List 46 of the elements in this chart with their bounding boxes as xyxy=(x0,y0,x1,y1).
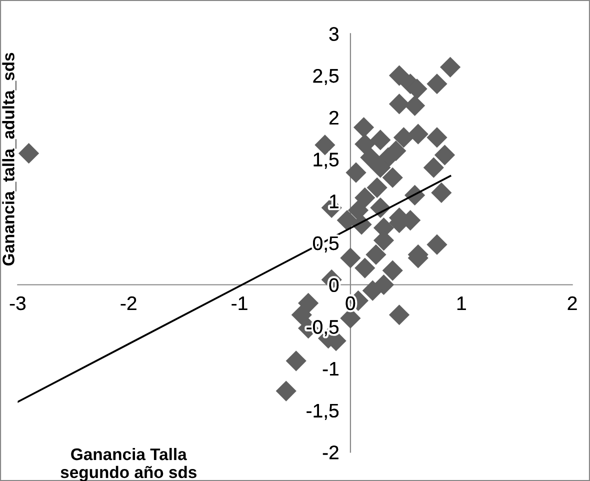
point xyxy=(354,134,376,154)
point xyxy=(18,143,40,164)
point xyxy=(298,292,319,314)
point xyxy=(276,380,296,402)
y-tick-label: 1,5 xyxy=(314,152,339,169)
point xyxy=(382,167,403,188)
point xyxy=(434,144,456,166)
point xyxy=(388,94,410,114)
point xyxy=(404,95,426,116)
point xyxy=(408,124,428,144)
y-tick-label: -1,5 xyxy=(306,404,339,420)
point xyxy=(426,127,448,148)
point xyxy=(346,162,366,183)
point xyxy=(426,234,448,255)
point xyxy=(286,350,306,372)
point xyxy=(336,210,358,231)
point xyxy=(431,182,452,203)
point xyxy=(362,280,383,301)
y-tick-label: 3 xyxy=(329,27,338,41)
y-tick-label: -2 xyxy=(322,446,338,460)
point xyxy=(423,157,444,178)
x-tick-label: -1 xyxy=(232,296,248,310)
point xyxy=(354,258,376,278)
point xyxy=(340,248,361,268)
point xyxy=(353,117,374,138)
point xyxy=(354,187,376,208)
point xyxy=(360,147,381,168)
y-tick-label: 2 xyxy=(330,110,338,124)
x-tick-label: -3 xyxy=(10,296,26,310)
x-tick-label: 1 xyxy=(457,296,466,310)
point xyxy=(366,177,388,198)
point xyxy=(348,200,369,221)
y-tick-label: -1 xyxy=(322,362,338,376)
point xyxy=(370,157,391,178)
point xyxy=(382,260,403,281)
y-axis-title: Ganancia_talla_adulta_sds xyxy=(2,52,16,266)
y-tick-label: 2,5 xyxy=(313,68,339,86)
x-tick-label: -2 xyxy=(120,296,136,310)
point xyxy=(426,74,448,94)
x-tick-label: 2 xyxy=(568,296,577,310)
point xyxy=(440,56,461,78)
point xyxy=(388,304,410,326)
point xyxy=(366,244,386,265)
point xyxy=(388,65,410,86)
point xyxy=(370,130,391,150)
point xyxy=(393,127,414,148)
